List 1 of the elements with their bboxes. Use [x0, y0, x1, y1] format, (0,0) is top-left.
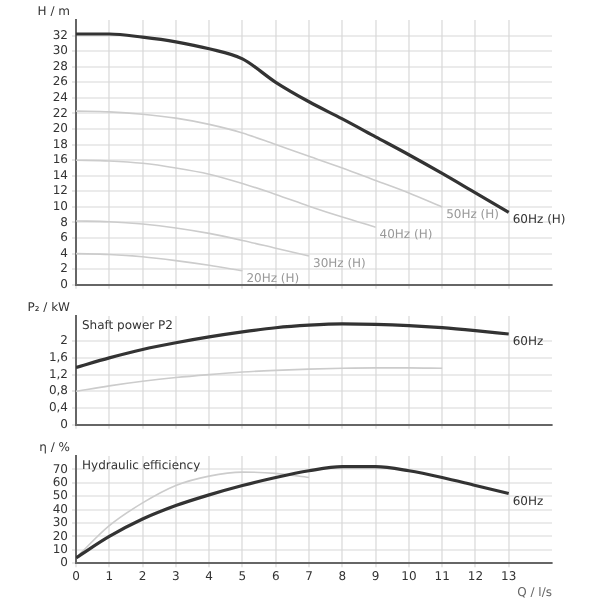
line-series — [76, 322, 511, 370]
